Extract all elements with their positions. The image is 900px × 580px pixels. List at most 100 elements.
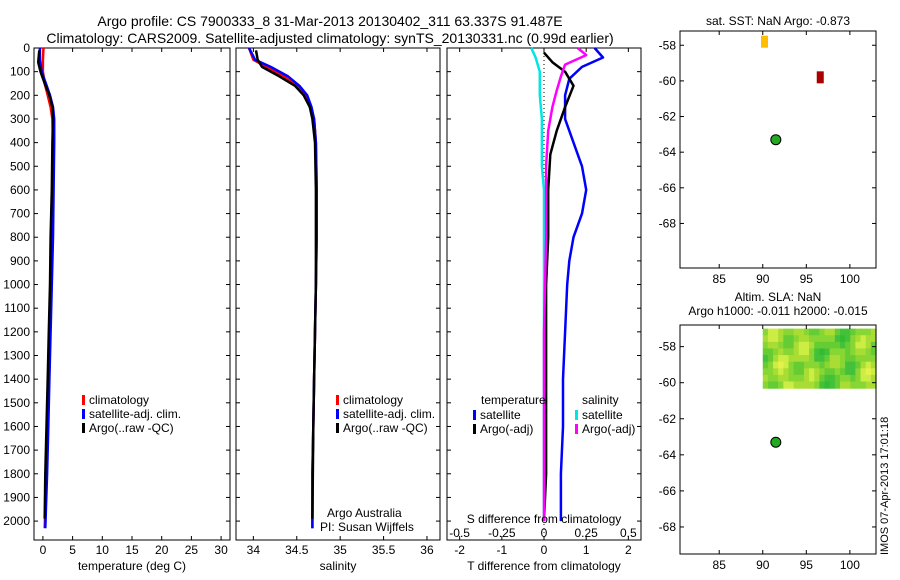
sla-field-cell (834, 355, 841, 363)
sla-field-cell (855, 335, 862, 343)
sla-field-cell (870, 381, 877, 389)
sla-field-cell (850, 381, 857, 389)
sla-field-cell (803, 348, 810, 356)
sla-field-cell (793, 368, 800, 376)
x-axis-label: salinity (320, 559, 357, 573)
sla-field-cell (788, 328, 795, 336)
y-tick-label: 1100 (4, 301, 30, 315)
sla-field-cell (814, 348, 820, 356)
legend-label: satellite-adj. clim. (89, 407, 181, 421)
sla-field-cell (855, 381, 862, 389)
sla-field-cell (824, 328, 831, 336)
x-tick-label: 34.5 (285, 543, 309, 557)
sla-field-cell (834, 348, 841, 356)
sla-field-cell (814, 361, 820, 369)
x-tick-label: 35.5 (372, 543, 396, 557)
top-x-tick-label: 0 (541, 526, 548, 540)
sla-field-cell (850, 341, 857, 350)
sla-field-cell (783, 374, 790, 383)
legend-swatch (473, 410, 476, 420)
y-tick-label: 100 (10, 65, 30, 79)
difference-panel: -2 -1 0 1 2 -0.5 -0.25 0 0.25 0.5S difference fro… (446, 47, 642, 573)
sla-field-cell (845, 374, 851, 383)
sla-field-cell (783, 328, 790, 336)
sla-field-cell (850, 328, 857, 336)
x-tick-label: 0 (40, 543, 47, 557)
sla-field-cell (829, 368, 836, 376)
y-tick-label: 1900 (3, 490, 30, 504)
legend-label: Argo(-adj) (480, 422, 533, 436)
y-tick-label: 1300 (3, 349, 30, 363)
sla-field-cell (793, 381, 800, 389)
y-tick-label: -66 (659, 484, 677, 498)
legend-label: climatology (343, 393, 403, 407)
sla-field-cell (788, 361, 795, 369)
sst-marker (760, 35, 768, 48)
legend-swatch (336, 395, 339, 405)
y-tick-label: -60 (659, 74, 677, 88)
y-tick-label: -64 (659, 448, 677, 462)
sla-field-cell (814, 355, 820, 363)
plot-frame (679, 324, 877, 555)
title-line-1: Argo profile: CS 7900333_8 31-Mar-2013 2… (97, 13, 563, 29)
sla-field-cell (860, 328, 867, 336)
sst-marker (816, 71, 824, 84)
sla-field-cell (860, 348, 867, 356)
sla-field-cell (788, 341, 795, 350)
sla-field-cell (783, 355, 790, 363)
sla-field-cell (803, 335, 810, 343)
sla-field-cell (870, 328, 877, 336)
sla-field-cell (860, 374, 867, 383)
sla-field-cell (814, 368, 820, 376)
sst-map-panel: 85 90 95 100 -58 -60 -62 -64 -66 -68 sat. SST: NaN… (659, 14, 877, 286)
sla-field-cell (788, 348, 795, 356)
sla-field-cell (834, 341, 841, 350)
sla-field-cell (814, 335, 820, 343)
argo-position-marker (770, 436, 782, 448)
sla-field-cell (798, 328, 805, 336)
sla-field-cell (829, 341, 836, 350)
plot-frame (235, 47, 441, 541)
sla-field-cell (798, 335, 805, 343)
sla-field-cell (824, 374, 831, 383)
sla-field-cell (814, 374, 820, 383)
x-tick-label: 95 (800, 272, 814, 286)
x-tick-label: 15 (125, 543, 139, 557)
sla-field-cell (773, 381, 779, 389)
y-tick-label: -66 (659, 181, 677, 195)
sla-field-cell (819, 341, 826, 350)
sla-field-cell (762, 374, 769, 383)
sla-field-cell (783, 348, 790, 356)
y-tick-label: -62 (659, 110, 677, 124)
legend-label: Argo(..raw -QC) (89, 421, 174, 435)
y-tick-label: 1500 (3, 396, 30, 410)
sla-field-cell (778, 381, 784, 389)
x-tick-label: 90 (756, 558, 770, 572)
sla-field-cell (809, 341, 815, 350)
series-line-salinity-argo-adj- (542, 47, 588, 522)
annotation-owner: Argo Australia (327, 506, 402, 520)
sla-field-cell (839, 368, 846, 376)
sla-field-cell (845, 335, 851, 343)
sla-field-cell (814, 341, 820, 350)
sla-field-cell (865, 374, 872, 383)
y-tick-label: -60 (659, 376, 677, 390)
x-tick-label: 30 (214, 543, 228, 557)
y-tick-label: 300 (10, 112, 30, 126)
legend-swatch (473, 424, 476, 434)
sla-map-panel: 85 90 95 100 -58 -60 -62 -64 -66 -68 Altim. SLA: N… (659, 290, 877, 572)
sla-field-cell (855, 368, 862, 376)
sla-field-cell (814, 381, 820, 389)
sla-field-cell (762, 341, 769, 350)
sla-field-cell (860, 368, 867, 376)
sla-field-cell (762, 361, 769, 369)
sla-field-cell (783, 381, 790, 389)
sla-field-cell (798, 341, 805, 350)
sla-field-cell (865, 368, 872, 376)
sla-field-cell (819, 374, 826, 383)
x-tick-label: 35 (333, 543, 347, 557)
sla-field-cell (865, 328, 872, 336)
sla-field-cell (783, 341, 790, 350)
legend-swatch (82, 409, 85, 419)
salinity-panel: 34 34.5 35 35.5 36 salinity climatologysatelli… (235, 47, 441, 573)
